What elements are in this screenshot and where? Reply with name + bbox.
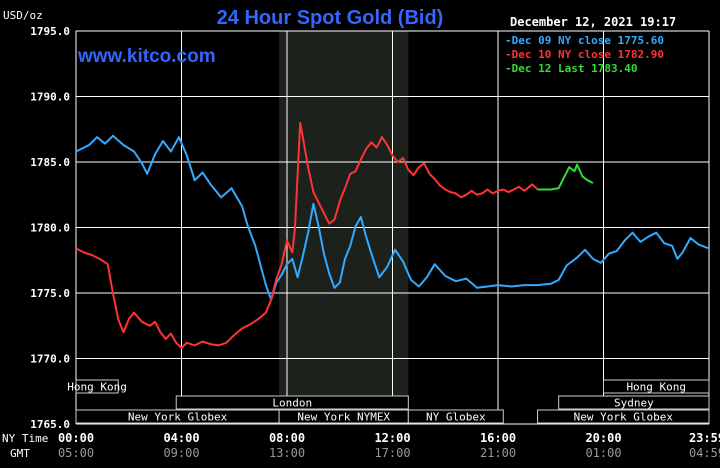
legend-marker: - xyxy=(505,62,512,75)
gmt-time-tick: 17:00 xyxy=(374,446,410,460)
ny-time-tick: 00:00 xyxy=(58,431,94,445)
y-tick-label: 1765.0 xyxy=(30,418,70,431)
y-tick-label: 1785.0 xyxy=(30,156,70,169)
y-tick-label: 1795.0 xyxy=(30,25,70,38)
market-bar xyxy=(603,379,710,394)
gmt-time-tick: 04:59 xyxy=(689,446,720,460)
series-line-3 xyxy=(537,163,594,191)
gmt-time-tick: 01:00 xyxy=(585,446,621,460)
legend-label: Dec 12 Last 1783.40 xyxy=(512,62,638,75)
ny-time-tick: 20:00 xyxy=(585,431,621,445)
grid-lines xyxy=(75,30,710,425)
ny-time-tick: 08:00 xyxy=(269,431,305,445)
series-lines xyxy=(75,121,710,349)
market-label: NY Globex xyxy=(426,411,486,424)
gmt-time-tick: 21:00 xyxy=(480,446,516,460)
chart-date: December 12, 2021 19:17 xyxy=(510,15,676,29)
gmt-time-tick: 05:00 xyxy=(58,446,94,460)
y-axis-ticks: 1765.0 1770.0 1775.0 1780.0 1785.0 1790.0 1795… xyxy=(30,25,70,431)
legend-marker: - xyxy=(505,34,512,47)
ny-time-tick: 04:00 xyxy=(163,431,199,445)
market-label: London xyxy=(272,397,312,410)
market-label: Hong Kong xyxy=(67,381,127,394)
y-tick-label: 1770.0 xyxy=(30,353,70,366)
gmt-time-tick: 13:00 xyxy=(269,446,305,460)
chart-title: 24 Hour Spot Gold (Bid) xyxy=(217,7,444,29)
y-tick-label: 1780.0 xyxy=(30,222,70,235)
market-label: New York NYMEX xyxy=(297,411,390,424)
legend-marker: - xyxy=(505,48,512,61)
chart-legend: -Dec 09 NY close 1775.60-Dec 10 NY close… xyxy=(505,34,664,75)
legend-entry: -Dec 10 NY close 1782.90 xyxy=(505,48,664,61)
watermark-site: www.kitco.com xyxy=(77,46,216,67)
ny-time-label: NY Time xyxy=(2,432,48,445)
ny-time-tick: 23:59 xyxy=(689,431,720,445)
legend-label: Dec 09 NY close 1775.60 xyxy=(512,34,664,47)
series-line-1 xyxy=(75,134,710,301)
market-bar xyxy=(558,395,710,410)
series-line-2 xyxy=(75,121,539,349)
market-label: Sydney xyxy=(614,397,654,410)
ny-time-tick: 16:00 xyxy=(480,431,516,445)
y-tick-label: 1790.0 xyxy=(30,91,70,104)
legend-entry: -Dec 09 NY close 1775.60 xyxy=(505,34,664,47)
market-bar xyxy=(537,409,710,424)
market-label: New York Globex xyxy=(574,411,674,424)
y-axis-unit: USD/oz xyxy=(3,9,43,22)
market-bar xyxy=(75,379,119,394)
y-tick-label: 1775.0 xyxy=(30,287,70,300)
market-label: Hong Kong xyxy=(626,381,686,394)
gmt-label: GMT xyxy=(10,447,30,460)
ny-time-tick: 12:00 xyxy=(374,431,410,445)
legend-label: Dec 10 NY close 1782.90 xyxy=(512,48,664,61)
gmt-time-tick: 09:00 xyxy=(163,446,199,460)
market-bar xyxy=(407,409,504,424)
market-label: New York Globex xyxy=(128,411,228,424)
market-bar xyxy=(175,395,409,410)
legend-entry: -Dec 12 Last 1783.40 xyxy=(505,62,637,75)
